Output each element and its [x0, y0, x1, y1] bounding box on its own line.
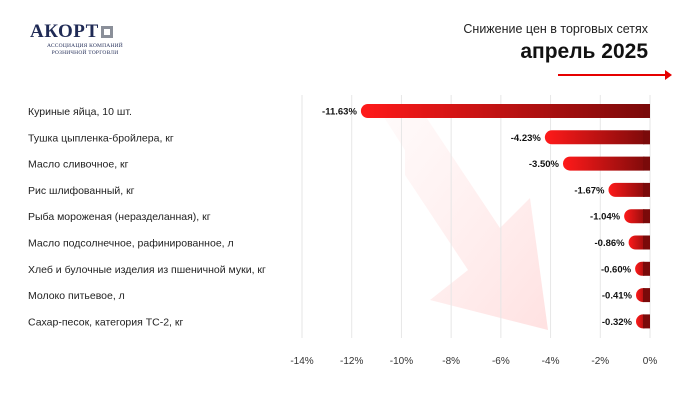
x-tick-label: 0% [643, 356, 658, 367]
x-tick-label: -8% [442, 356, 460, 367]
value-label: -1.04% [590, 212, 621, 223]
category-label: Тушка цыпленка-бройлера, кг [28, 132, 174, 144]
logo: АКОРТ АССОЦИАЦИЯ КОМПАНИЙ РОЗНИЧНОЙ ТОРГ… [30, 22, 140, 57]
bar-end [643, 104, 650, 118]
value-label: -1.67% [574, 185, 605, 196]
value-label: -11.63% [322, 107, 357, 118]
chart-subtitle: Снижение цен в торговых сетях [463, 22, 648, 36]
arrow-right-icon [665, 70, 672, 80]
category-label: Рыба мороженая (неразделанная), кг [28, 211, 211, 223]
x-axis-ticks: -14% -12% -10% -8% -6% -4% -2% 0% [290, 356, 657, 367]
category-label: Куриные яйца, 10 шт. [28, 106, 132, 118]
value-label: -0.60% [601, 264, 632, 275]
bar [563, 156, 650, 171]
bars [360, 104, 650, 329]
category-label: Масло сливочное, кг [28, 159, 129, 171]
x-tick-label: -14% [290, 356, 313, 367]
bar-end [643, 182, 650, 197]
value-label: -3.50% [529, 159, 560, 170]
category-label: Хлеб и булочные изделия из пшеничной мук… [28, 264, 266, 276]
category-label: Рис шлифованный, кг [28, 185, 135, 197]
bar-end [643, 261, 650, 276]
bar [608, 182, 650, 197]
category-label: Масло подсолнечное, рафинированное, л [28, 238, 234, 250]
title-underline [558, 74, 670, 76]
bar [544, 130, 650, 145]
x-tick-label: -6% [492, 356, 510, 367]
title-block: Снижение цен в торговых сетях апрель 202… [430, 22, 672, 80]
value-labels: -11.63% -4.23% -3.50% -1.67% -1.04% -0.86% -0.… [322, 107, 633, 328]
value-label: -4.23% [511, 133, 542, 144]
x-tick-label: -4% [542, 356, 560, 367]
x-tick-label: -2% [591, 356, 609, 367]
bar-end [643, 209, 650, 224]
logo-mark-icon [100, 26, 113, 38]
x-tick-label: -12% [340, 356, 363, 367]
background-arrow-icon [378, 108, 548, 330]
bar-end [643, 130, 650, 145]
logo-subtitle: АССОЦИАЦИЯ КОМПАНИЙ РОЗНИЧНОЙ ТОРГОВЛИ [47, 43, 123, 56]
bar-end [643, 156, 650, 171]
bar [360, 104, 650, 118]
x-tick-label: -10% [390, 356, 413, 367]
category-label: Молоко питьевое, л [28, 290, 125, 302]
bar-end [643, 288, 650, 303]
category-label: Сахар-песок, категория ТС-2, кг [28, 316, 183, 328]
logo-text: АКОРТ [30, 21, 99, 42]
value-label: -0.41% [602, 291, 633, 302]
category-labels: Куриные яйца, 10 шт. Тушка цыпленка-бройл… [28, 106, 266, 328]
chart-title: апрель 2025 [520, 40, 648, 63]
value-label: -0.86% [595, 238, 626, 249]
bar-end [643, 235, 650, 250]
value-label: -0.32% [602, 317, 633, 328]
bar-end [643, 314, 650, 329]
